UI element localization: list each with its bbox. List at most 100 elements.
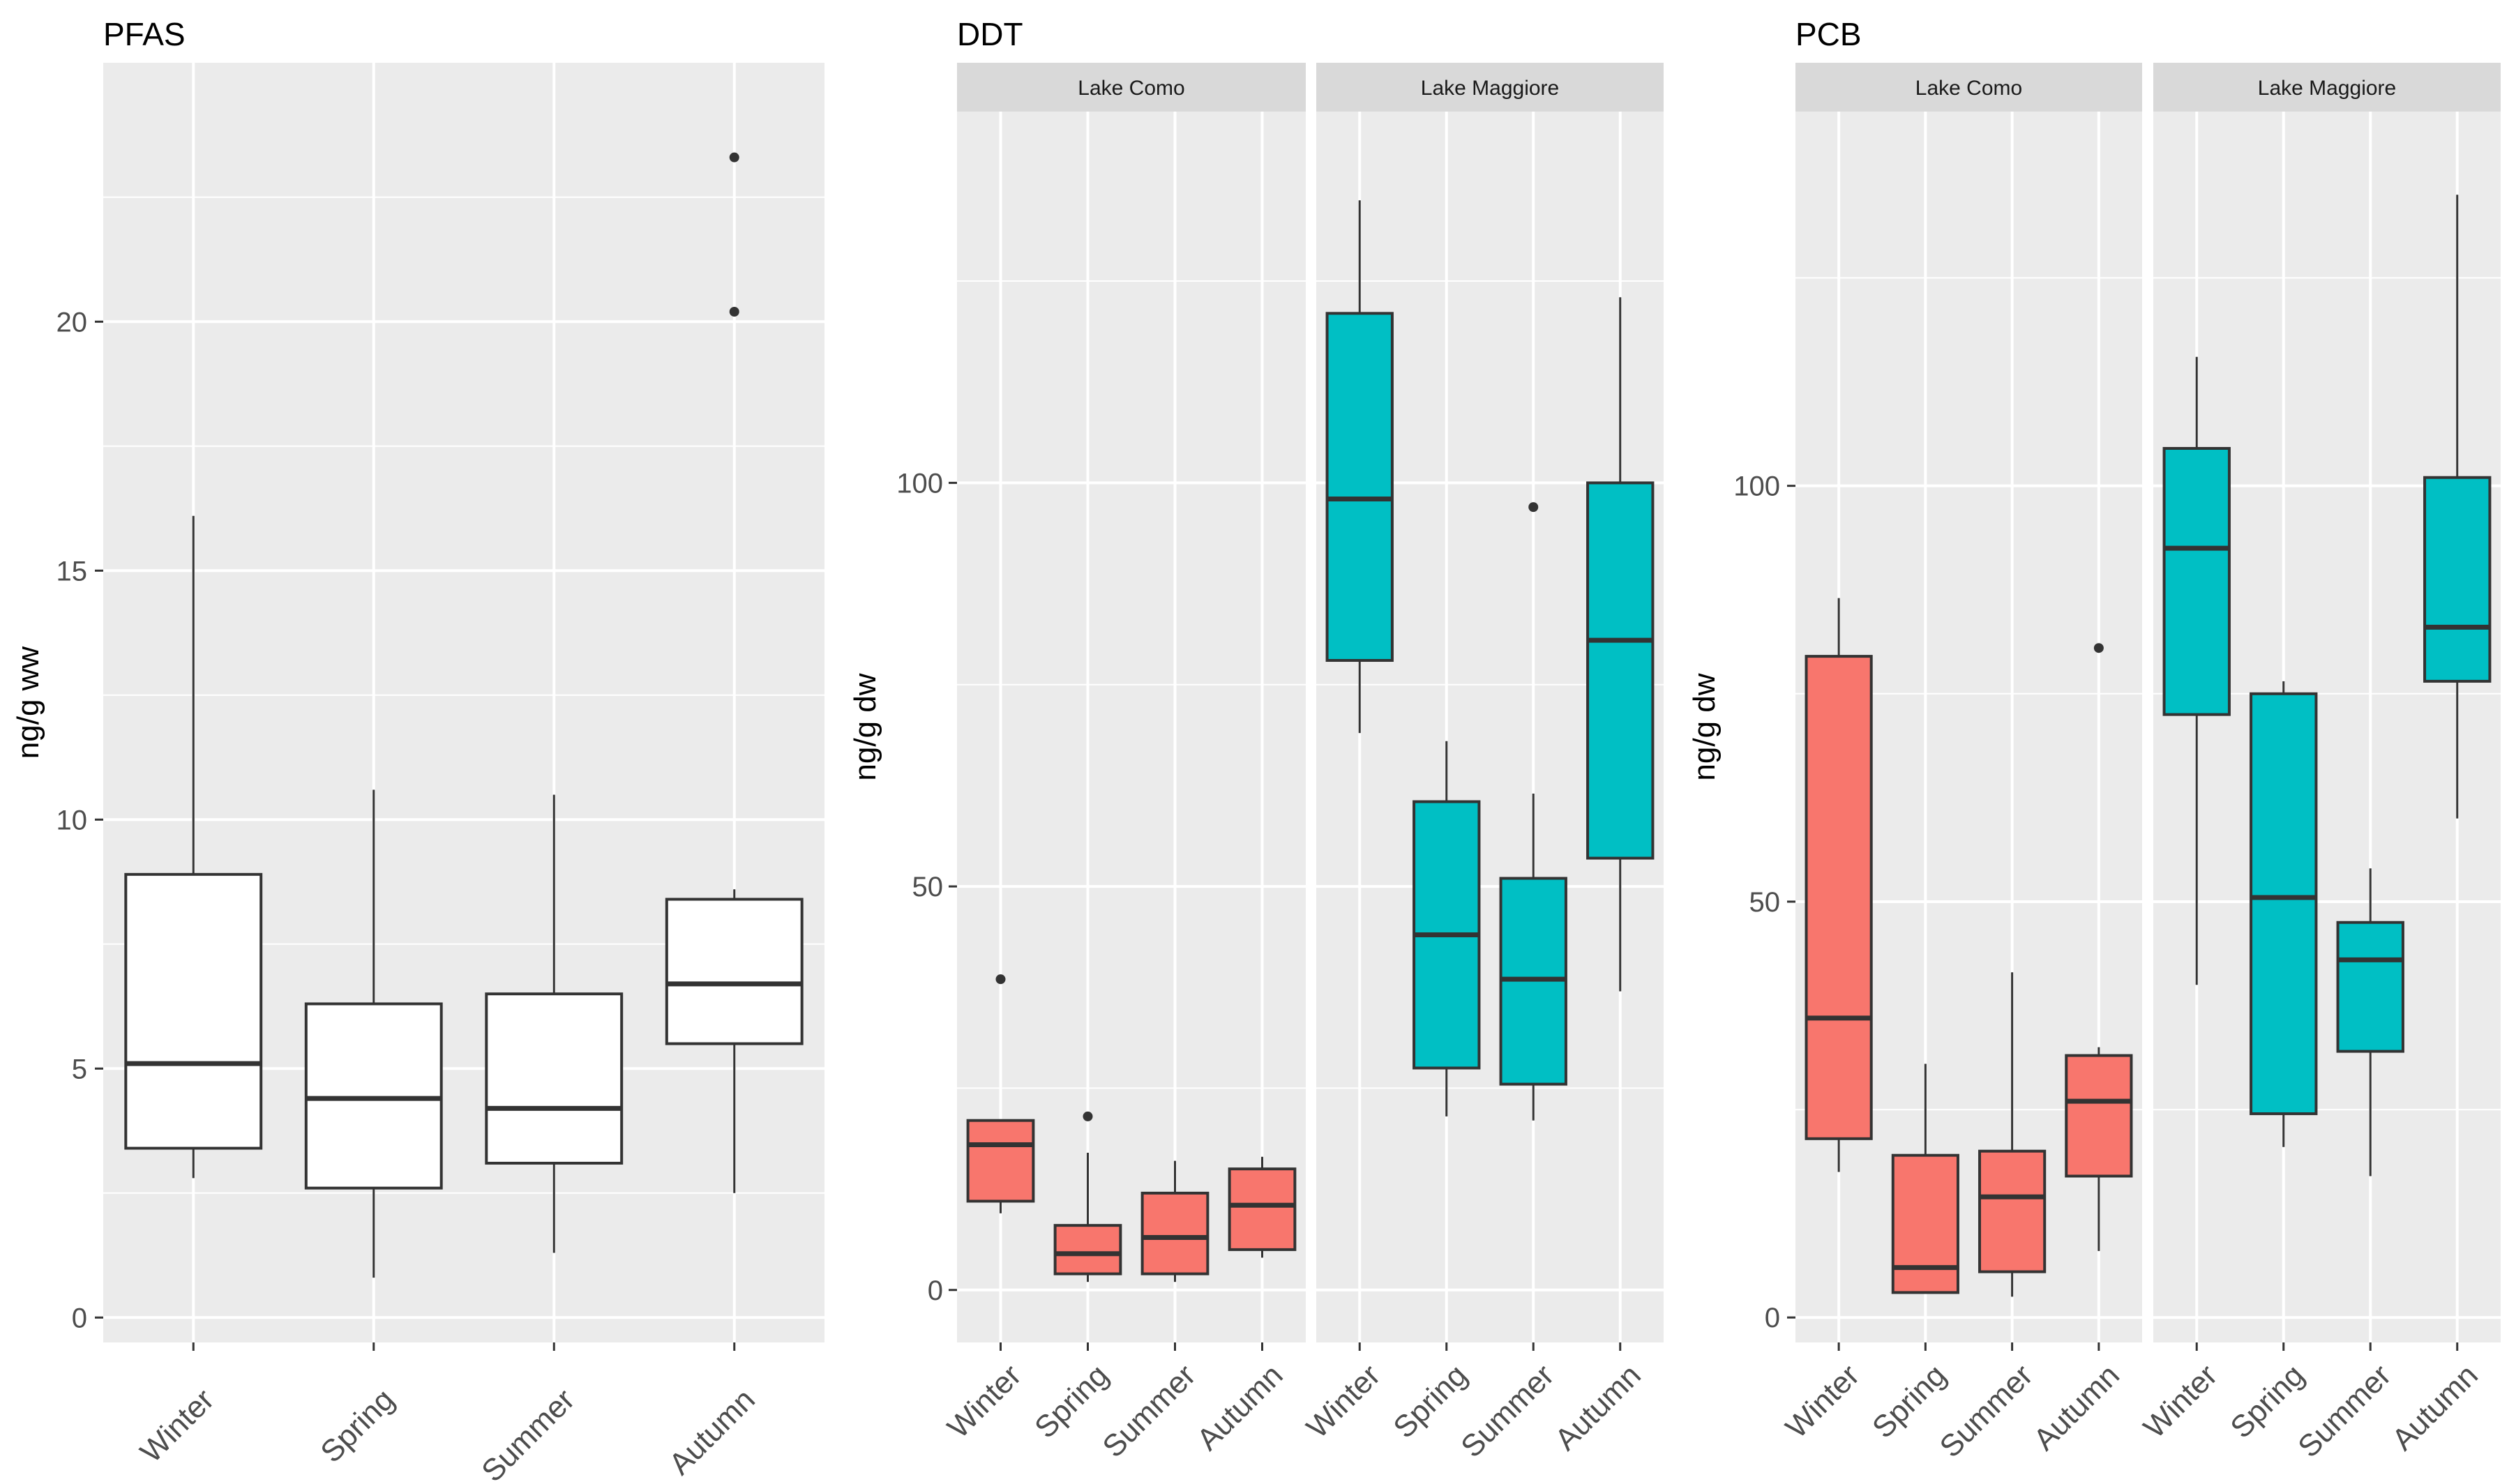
x-tick-label: Autumn bbox=[2386, 1358, 2485, 1457]
box-body bbox=[1325, 312, 1394, 662]
outlier-point bbox=[1083, 1111, 1093, 1121]
y-axis-label: ng/g dw bbox=[1687, 673, 1722, 780]
box-body bbox=[485, 992, 624, 1165]
box-winter-lake-como bbox=[1805, 598, 1873, 1172]
box-spring-lake-maggiore bbox=[2250, 681, 2318, 1147]
y-axis-label: ng/g ww bbox=[11, 646, 45, 759]
x-tick-label: Winter bbox=[941, 1358, 1028, 1445]
facet-main: Winter Spring Summer Autumn bbox=[103, 63, 824, 1484]
outlier-point bbox=[729, 152, 739, 162]
box-body bbox=[2065, 1054, 2133, 1178]
x-tick-label: Summer bbox=[1454, 1358, 1560, 1464]
x-tick-label: Spring bbox=[2224, 1358, 2311, 1445]
box-autumn-lake-maggiore bbox=[1586, 297, 1655, 992]
box-summer-lake-como bbox=[1140, 1160, 1210, 1282]
y-tick-label: 10 bbox=[57, 805, 88, 835]
box-body bbox=[1053, 1224, 1122, 1275]
box-autumn-lake-como bbox=[1228, 1156, 1297, 1258]
y-tick-label: 20 bbox=[57, 307, 88, 338]
box-spring-lake-como bbox=[1891, 1063, 1959, 1294]
x-tick-label: Autumn bbox=[1549, 1358, 1648, 1457]
facet-strip-label: Lake Como bbox=[1078, 77, 1184, 100]
outlier-point bbox=[995, 974, 1006, 985]
x-tick-label: Autumn bbox=[663, 1382, 762, 1481]
y-tick-label: 100 bbox=[896, 468, 943, 499]
x-tick-label: Summer bbox=[2291, 1358, 2397, 1464]
x-tick-label: Spring bbox=[314, 1382, 401, 1469]
box-body bbox=[1586, 481, 1655, 860]
box-body bbox=[1978, 1149, 2047, 1273]
x-tick-label: Winter bbox=[1300, 1358, 1387, 1445]
box-autumn bbox=[665, 152, 804, 1193]
box-body bbox=[966, 1119, 1035, 1203]
plot-panel bbox=[103, 63, 824, 1342]
box-spring-lake-como bbox=[1053, 1111, 1122, 1282]
x-tick-label: Winter bbox=[1779, 1358, 1867, 1445]
facet-strip bbox=[957, 63, 1306, 112]
plot-panel bbox=[2153, 112, 2501, 1342]
x-tick-label: Autumn bbox=[1191, 1358, 1290, 1457]
box-body bbox=[2250, 692, 2318, 1116]
x-tick-label: Spring bbox=[1028, 1358, 1115, 1445]
box-body bbox=[1805, 655, 1873, 1140]
outlier-point bbox=[1528, 502, 1539, 513]
box-body bbox=[2336, 921, 2404, 1053]
y-tick-label: 15 bbox=[57, 556, 88, 586]
x-tick-label: Winter bbox=[134, 1382, 221, 1469]
box-body bbox=[2162, 446, 2231, 716]
x-tick-label: Spring bbox=[1866, 1358, 1953, 1445]
facet-strip bbox=[1795, 63, 2142, 112]
box-winter bbox=[124, 515, 263, 1179]
facet-strip-label: Lake Maggiore bbox=[2258, 77, 2396, 100]
x-tick-label: Summer bbox=[475, 1382, 581, 1484]
box-autumn-lake-como bbox=[2065, 643, 2133, 1251]
y-tick-label: 5 bbox=[72, 1054, 87, 1084]
box-body bbox=[2423, 476, 2492, 683]
box-spring bbox=[304, 789, 443, 1278]
box-summer bbox=[485, 794, 624, 1253]
box-winter-lake-como bbox=[966, 974, 1035, 1213]
x-tick-label: Summer bbox=[1933, 1358, 2039, 1464]
x-tick-label: Autumn bbox=[2027, 1358, 2126, 1457]
y-tick-label: 0 bbox=[928, 1275, 943, 1306]
facet-strip-label: Lake Maggiore bbox=[1421, 77, 1559, 100]
box-winter-lake-maggiore bbox=[2162, 356, 2231, 985]
box-body bbox=[1228, 1167, 1297, 1251]
facet-strip-label: Lake Como bbox=[1915, 77, 2022, 100]
x-tick-label: Spring bbox=[1387, 1358, 1474, 1445]
box-autumn-lake-maggiore bbox=[2423, 195, 2492, 819]
chart-pfas: PFAS ng/g ww 0 5 10 15 20 Winter Spring Summer Aut… bbox=[11, 16, 824, 1484]
outlier-point bbox=[2093, 643, 2104, 653]
y-tick-label: 0 bbox=[1765, 1303, 1780, 1333]
y-tick-label: 50 bbox=[912, 872, 944, 902]
outlier-point bbox=[729, 307, 739, 317]
box-summer-lake-maggiore bbox=[1499, 502, 1567, 1121]
x-tick-label: Summer bbox=[1096, 1358, 1202, 1464]
y-axis-label: ng/g dw bbox=[848, 673, 882, 780]
y-tick-label: 50 bbox=[1749, 887, 1781, 918]
box-body bbox=[304, 1002, 443, 1190]
chart-title: PCB bbox=[1795, 16, 1862, 52]
box-body bbox=[1891, 1153, 1959, 1294]
chart-title: PFAS bbox=[103, 16, 186, 52]
y-tick-label: 0 bbox=[72, 1303, 87, 1333]
facet-strip bbox=[2153, 63, 2501, 112]
chart-title: DDT bbox=[957, 16, 1023, 52]
x-tick-label: Winter bbox=[2137, 1358, 2224, 1445]
box-summer-lake-maggiore bbox=[2336, 868, 2404, 1176]
box-spring-lake-maggiore bbox=[1413, 741, 1481, 1116]
box-body bbox=[665, 898, 804, 1045]
box-summer-lake-como bbox=[1978, 972, 2047, 1297]
box-body bbox=[1140, 1191, 1210, 1275]
box-winter-lake-maggiore bbox=[1325, 200, 1394, 734]
facet-strip bbox=[1316, 63, 1664, 112]
box-body bbox=[124, 872, 263, 1150]
y-tick-label: 100 bbox=[1733, 471, 1780, 502]
